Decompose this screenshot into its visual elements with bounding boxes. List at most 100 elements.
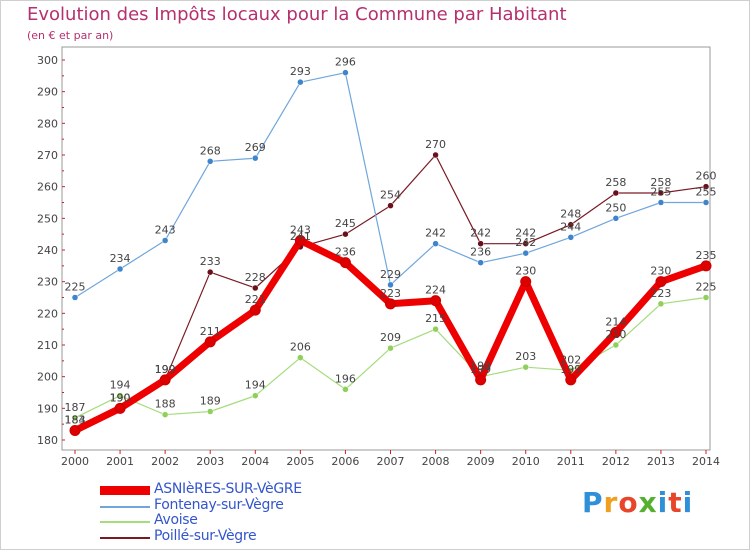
- plot-area: [61, 46, 711, 451]
- data-point: [610, 326, 622, 338]
- data-label: 214: [605, 315, 626, 328]
- logo-letter: r: [603, 486, 619, 519]
- data-point: [432, 151, 439, 159]
- data-label: 225: [65, 281, 86, 294]
- data-point: [702, 294, 710, 301]
- data-point: [657, 189, 665, 197]
- legend-label: Fontenay-sur-Vègre: [154, 496, 284, 513]
- data-label: 184: [65, 414, 86, 427]
- data-label: 224: [425, 284, 446, 297]
- data-point: [69, 425, 81, 436]
- chart-subtitle: (en € et par an): [27, 29, 114, 42]
- data-point: [700, 260, 712, 272]
- data-point: [116, 265, 124, 273]
- data-point: [71, 294, 79, 301]
- data-point: [206, 158, 214, 165]
- data-point: [612, 341, 620, 349]
- data-point: [475, 374, 487, 386]
- legend-label: Poillé-sur-Vègre: [154, 527, 257, 544]
- logo-letter: o: [618, 486, 639, 519]
- data-label: 233: [200, 255, 221, 268]
- data-point: [657, 199, 665, 206]
- x-tick-label: 2008: [422, 455, 450, 468]
- data-point: [522, 240, 529, 247]
- data-label: 199: [155, 363, 176, 376]
- data-point: [342, 230, 349, 238]
- logo-letter: P: [582, 486, 604, 519]
- data-label: 199: [155, 363, 176, 376]
- data-point: [339, 257, 351, 269]
- x-tick-label: 2005: [286, 455, 314, 468]
- data-label: 223: [650, 287, 671, 300]
- y-axis-ticks: 180 190 200 210 220 230 240 250 260 270 280 290 300: [37, 54, 65, 447]
- logo-letter: t: [668, 486, 683, 519]
- data-point: [522, 249, 529, 257]
- data-point: [565, 374, 577, 386]
- x-tick-label: 2006: [331, 455, 359, 468]
- data-label: 242: [470, 227, 491, 240]
- data-point: [387, 281, 394, 289]
- data-point: [206, 268, 214, 276]
- data-label: 296: [335, 56, 356, 69]
- data-label: 196: [335, 372, 356, 385]
- data-label: 202: [560, 353, 581, 366]
- legend-label: Avoise: [154, 512, 198, 528]
- data-label: 243: [155, 224, 176, 237]
- y-tick-label: 180: [37, 434, 58, 447]
- data-point: [206, 408, 214, 415]
- x-tick-label: 2007: [377, 455, 405, 468]
- y-tick-label: 300: [37, 54, 58, 67]
- data-point: [294, 235, 306, 246]
- data-point: [522, 363, 529, 371]
- y-tick-label: 270: [37, 149, 58, 162]
- y-tick-label: 250: [37, 212, 58, 225]
- data-point: [385, 298, 396, 310]
- data-label: 228: [245, 271, 266, 284]
- legend-label: ASNIèRES-SUR-VèGRE: [154, 481, 302, 497]
- axes: [61, 46, 711, 451]
- data-label: 235: [696, 249, 717, 262]
- x-tick-label: 2012: [602, 455, 630, 468]
- series-group: [69, 69, 712, 436]
- x-axis-ticks: 2000 2001 2002 2003 2004 2005 2006 2007 2008 2009…: [61, 450, 720, 468]
- data-point: [432, 240, 439, 247]
- data-point: [297, 354, 304, 361]
- data-point: [430, 295, 442, 307]
- data-label: 234: [110, 252, 131, 265]
- data-label: 225: [696, 281, 717, 294]
- data-label: 242: [425, 227, 446, 240]
- x-tick-label: 2003: [196, 455, 224, 468]
- data-label: 223: [380, 287, 401, 300]
- data-label: 199: [470, 363, 491, 376]
- data-label: 260: [696, 170, 717, 183]
- data-label: 206: [290, 341, 311, 354]
- data-point: [161, 237, 169, 244]
- x-tick-label: 2011: [557, 455, 585, 468]
- data-label: 255: [650, 186, 671, 199]
- x-tick-label: 2009: [467, 455, 495, 468]
- data-label: 190: [110, 391, 131, 404]
- data-label: 211: [200, 325, 221, 338]
- y-tick-label: 220: [37, 307, 58, 320]
- data-label: 230: [515, 265, 536, 278]
- data-point: [159, 374, 171, 386]
- data-label: 258: [605, 176, 626, 189]
- data-label: 190: [110, 391, 131, 404]
- x-tick-label: 2013: [647, 455, 675, 468]
- logo-letter: i: [682, 486, 694, 519]
- data-label: 270: [425, 138, 446, 151]
- data-label: 248: [560, 208, 581, 221]
- data-label: 293: [290, 65, 311, 78]
- data-point: [161, 411, 169, 418]
- legend-swatch: [100, 505, 150, 508]
- data-point: [432, 325, 439, 333]
- data-label: 258: [650, 176, 671, 189]
- data-point: [612, 215, 620, 222]
- data-point: [477, 240, 484, 247]
- x-tick-label: 2014: [692, 455, 720, 468]
- data-label: 221: [245, 293, 266, 306]
- data-label: 241: [290, 230, 311, 243]
- data-point: [567, 221, 575, 228]
